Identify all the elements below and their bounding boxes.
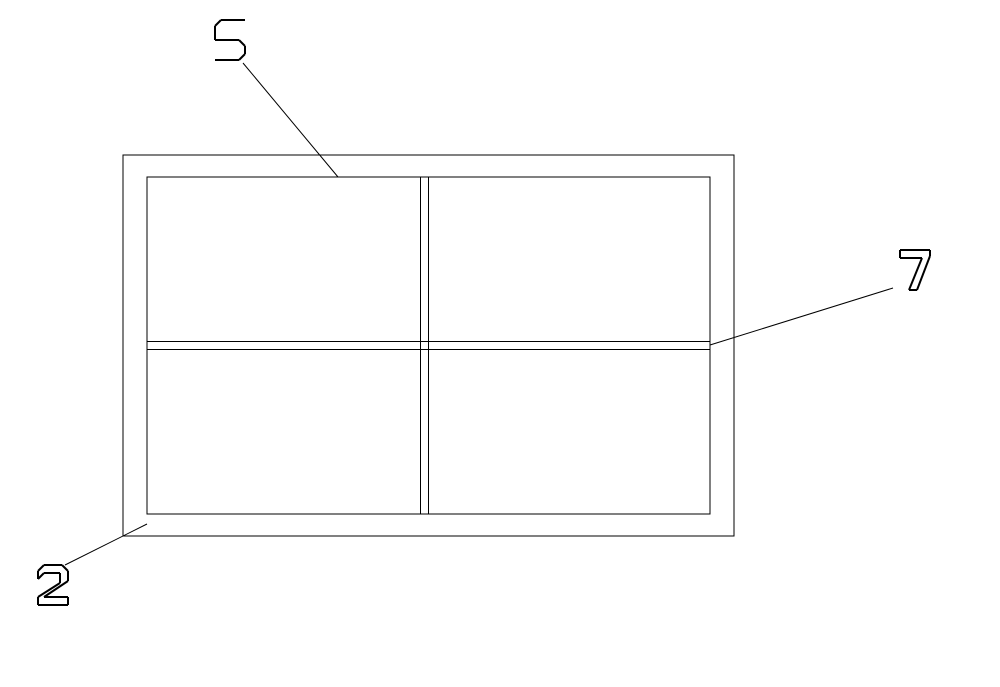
diagram-canvas bbox=[0, 0, 1000, 687]
leader-7 bbox=[710, 288, 893, 345]
label-glyph-2 bbox=[38, 565, 68, 605]
leader-5 bbox=[243, 63, 338, 177]
label-glyph-7 bbox=[900, 250, 930, 290]
label-glyph-5 bbox=[215, 20, 245, 60]
leader-2 bbox=[65, 524, 147, 565]
